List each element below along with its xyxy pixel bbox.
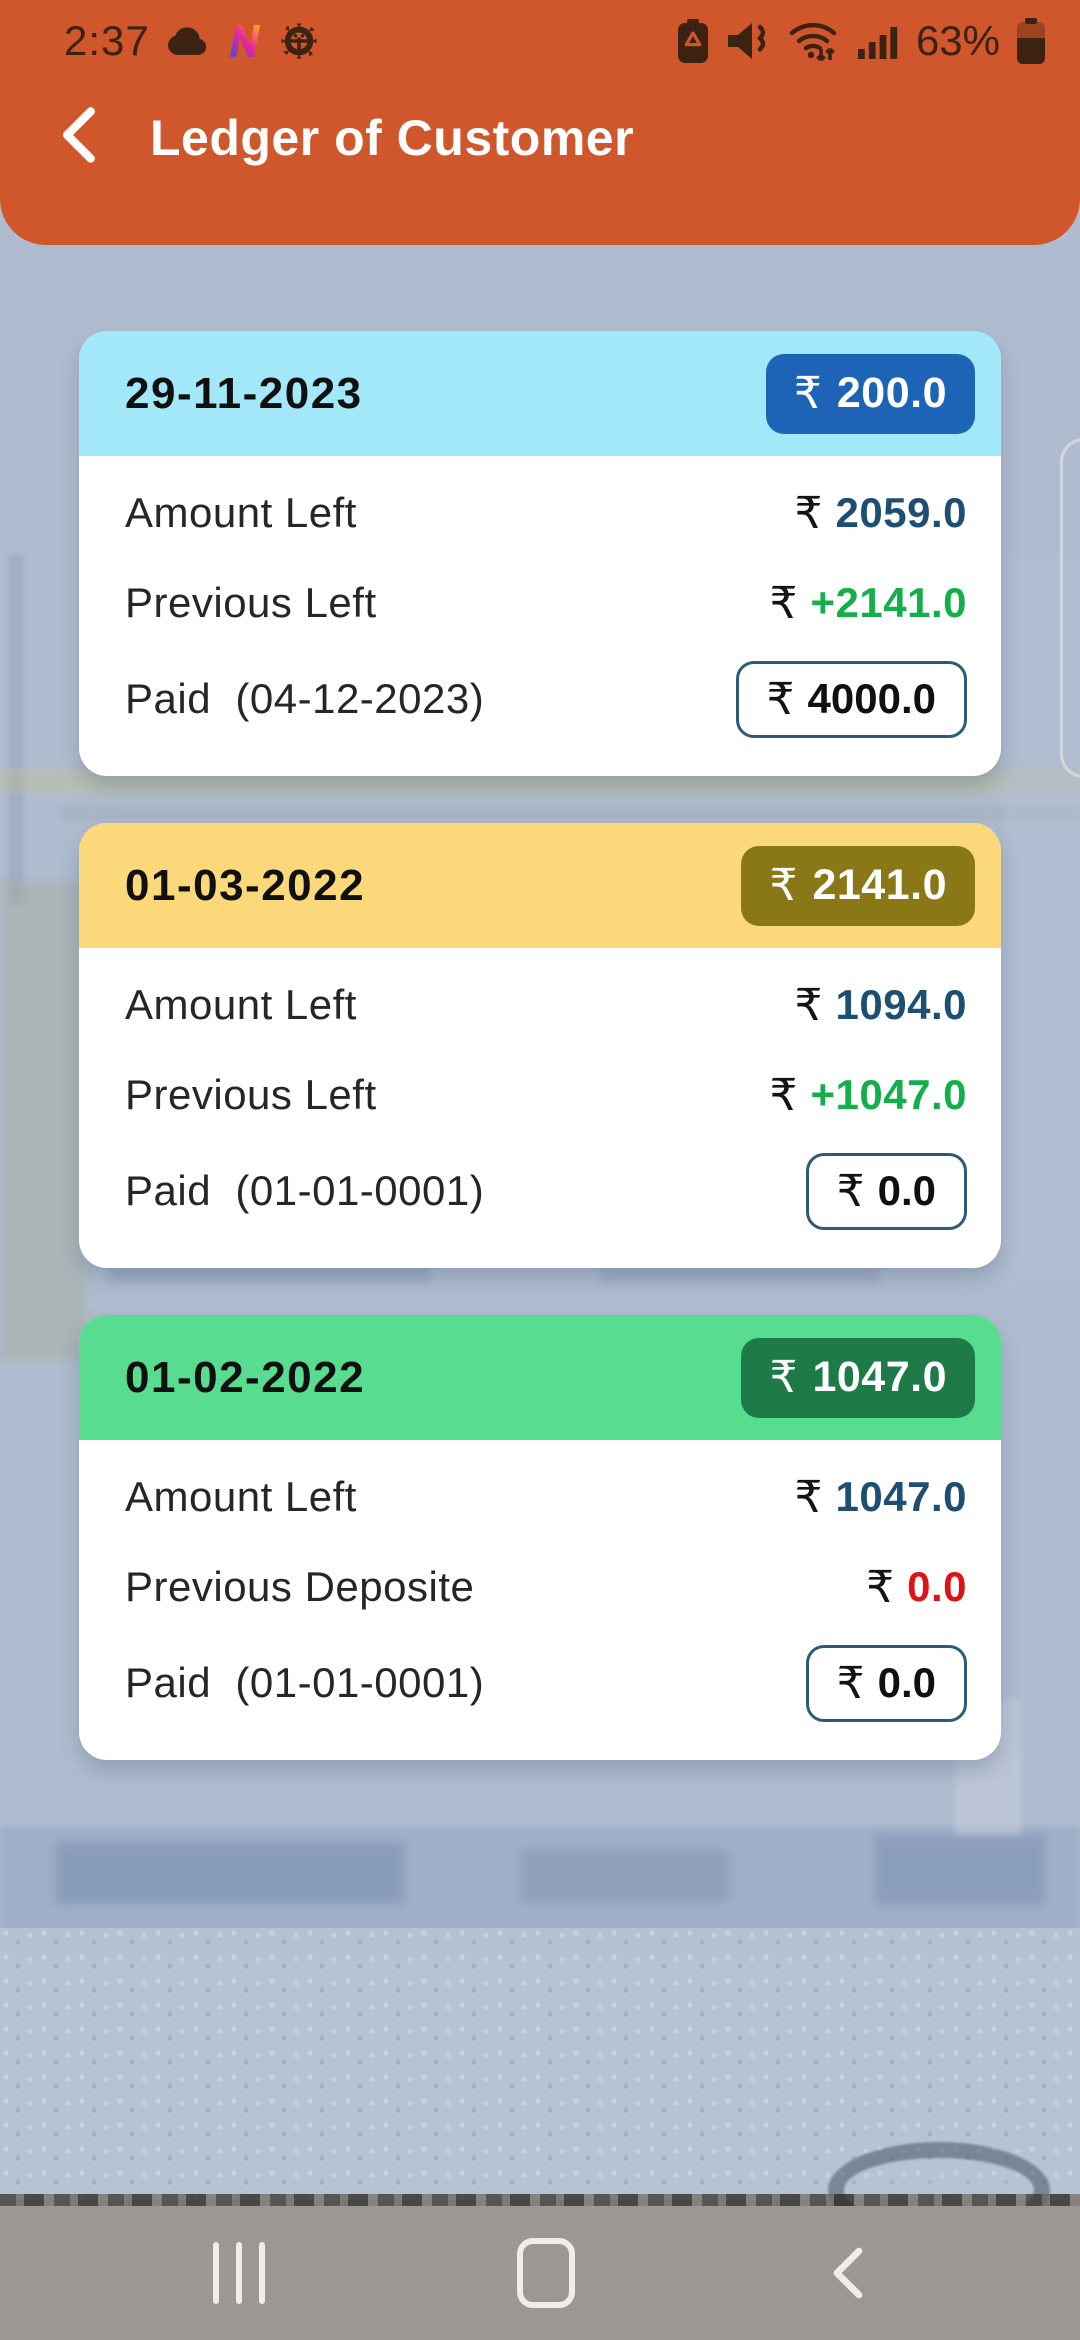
row-label: Amount Left [125,489,357,536]
row-value: ₹ 1047.0 [795,1472,967,1523]
amount-badge: ₹ 1047.0 [741,1337,975,1418]
signal-icon [856,19,900,63]
status-time: 2:37 [64,17,150,64]
row-amount: 1094.0 [835,981,967,1028]
back-icon[interactable] [827,2245,867,2301]
rupee-icon: ₹ [836,1658,865,1708]
app-bar: 2:37 [0,0,1080,245]
background-dark-strip [0,2194,1080,2207]
card-date: 01-03-2022 [125,860,366,910]
row-label: Amount Left [125,1473,357,1520]
ledger-row-paid: Paid (01-01-0001) ₹ 0.0 [125,1632,967,1734]
n-logo-icon [226,21,262,61]
status-left: 2:37 [64,17,320,65]
paid-amount-button[interactable]: ₹ 0.0 [805,1644,967,1722]
background-machinery [0,880,86,1360]
ledger-row-paid: Paid (01-01-0001) ₹ 0.0 [125,1140,967,1242]
wifi-icon [788,19,840,63]
cloud-icon [166,26,210,56]
background-pipe [60,806,1080,820]
row-value: ₹ 2059.0 [795,488,967,539]
row-label: Previous Deposite [125,1563,475,1610]
amount-badge: ₹ 2141.0 [741,845,975,926]
background-structure [55,1842,405,1904]
status-bar: 2:37 [0,0,1080,72]
row-value: ₹ +1047.0 [770,1070,968,1121]
recents-icon[interactable] [213,2242,265,2304]
badge-amount: 200.0 [836,369,947,417]
background-pole [8,555,24,905]
card-header: 29-11-2023 ₹ 200.0 [79,331,1001,456]
row-amount: 2059.0 [835,489,967,536]
ledger-card[interactable]: 29-11-2023 ₹ 200.0 Amount Left ₹ 2059.0 … [79,331,1001,776]
row-amount: +2141.0 [810,579,967,626]
row-value: ₹ 0.0 [866,1562,967,1613]
paid-amount-button[interactable]: ₹ 4000.0 [735,660,967,738]
row-amount: 0.0 [907,1563,967,1610]
row-label: Previous Left [125,579,377,626]
status-right: 63% [676,17,1046,65]
ledger-row: Amount Left ₹ 2059.0 [125,468,967,558]
scrollbar-thumb[interactable] [1060,438,1080,778]
row-label: Paid (01-01-0001) [125,1659,485,1706]
background-structure [520,1850,730,1902]
rupee-icon: ₹ [866,1562,895,1612]
rupee-icon: ₹ [794,488,823,538]
paid-amount: 0.0 [877,1659,936,1706]
ledger-card[interactable]: 01-03-2022 ₹ 2141.0 Amount Left ₹ 1094.0… [79,823,1001,1268]
mute-vibrate-icon [726,19,772,63]
ledger-row: Previous Left ₹ +1047.0 [125,1050,967,1140]
row-label: Paid (04-12-2023) [125,675,485,722]
row-amount: +1047.0 [810,1071,967,1118]
back-button[interactable] [56,106,100,169]
rupee-icon: ₹ [769,1353,798,1402]
navigation-bar [0,2206,1080,2340]
rupee-icon: ₹ [793,369,822,418]
ledger-card[interactable]: 01-02-2022 ₹ 1047.0 Amount Left ₹ 1047.0… [79,1315,1001,1760]
rupee-icon: ₹ [766,674,795,724]
badge-amount: 2141.0 [812,861,947,909]
gear-icon [278,20,320,62]
rupee-icon: ₹ [794,980,823,1030]
amount-badge: ₹ 200.0 [765,353,975,434]
ledger-row: Previous Deposite ₹ 0.0 [125,1542,967,1632]
ledger-row: Previous Left ₹ +2141.0 [125,558,967,648]
ledger-list: 29-11-2023 ₹ 200.0 Amount Left ₹ 2059.0 … [79,331,1001,1760]
rupee-icon: ₹ [836,1166,865,1216]
row-amount: 1047.0 [835,1473,967,1520]
ledger-row: Amount Left ₹ 1094.0 [125,960,967,1050]
paid-amount-button[interactable]: ₹ 0.0 [805,1152,967,1230]
battery-icon [1016,17,1046,65]
card-date: 01-02-2022 [125,1352,366,1402]
title-row: Ledger of Customer [0,72,1080,169]
background-pillar [1005,560,1080,1280]
home-icon[interactable] [517,2238,575,2308]
card-header: 01-02-2022 ₹ 1047.0 [79,1315,1001,1440]
row-label: Paid (01-01-0001) [125,1167,485,1214]
rupee-icon: ₹ [769,578,798,628]
paid-amount: 4000.0 [807,675,936,722]
battery-percent: 63% [915,17,1000,64]
battery-saver-icon [676,19,710,63]
rupee-icon: ₹ [769,1070,798,1120]
rupee-icon: ₹ [769,861,798,910]
row-value: ₹ 1094.0 [795,980,967,1031]
card-body: Amount Left ₹ 1047.0 Previous Deposite ₹… [79,1440,1001,1760]
card-date: 29-11-2023 [125,368,363,418]
background-structure [875,1834,1045,1906]
ledger-row: Amount Left ₹ 1047.0 [125,1452,967,1542]
card-body: Amount Left ₹ 1094.0 Previous Left ₹ +10… [79,948,1001,1268]
page-title: Ledger of Customer [150,109,635,166]
row-label: Previous Left [125,1071,377,1118]
paid-amount: 0.0 [877,1167,936,1214]
badge-amount: 1047.0 [812,1353,947,1401]
card-header: 01-03-2022 ₹ 2141.0 [79,823,1001,948]
row-value: ₹ +2141.0 [770,578,968,629]
ledger-row-paid: Paid (04-12-2023) ₹ 4000.0 [125,648,967,750]
card-body: Amount Left ₹ 2059.0 Previous Left ₹ +21… [79,456,1001,776]
rupee-icon: ₹ [794,1472,823,1522]
row-label: Amount Left [125,981,357,1028]
